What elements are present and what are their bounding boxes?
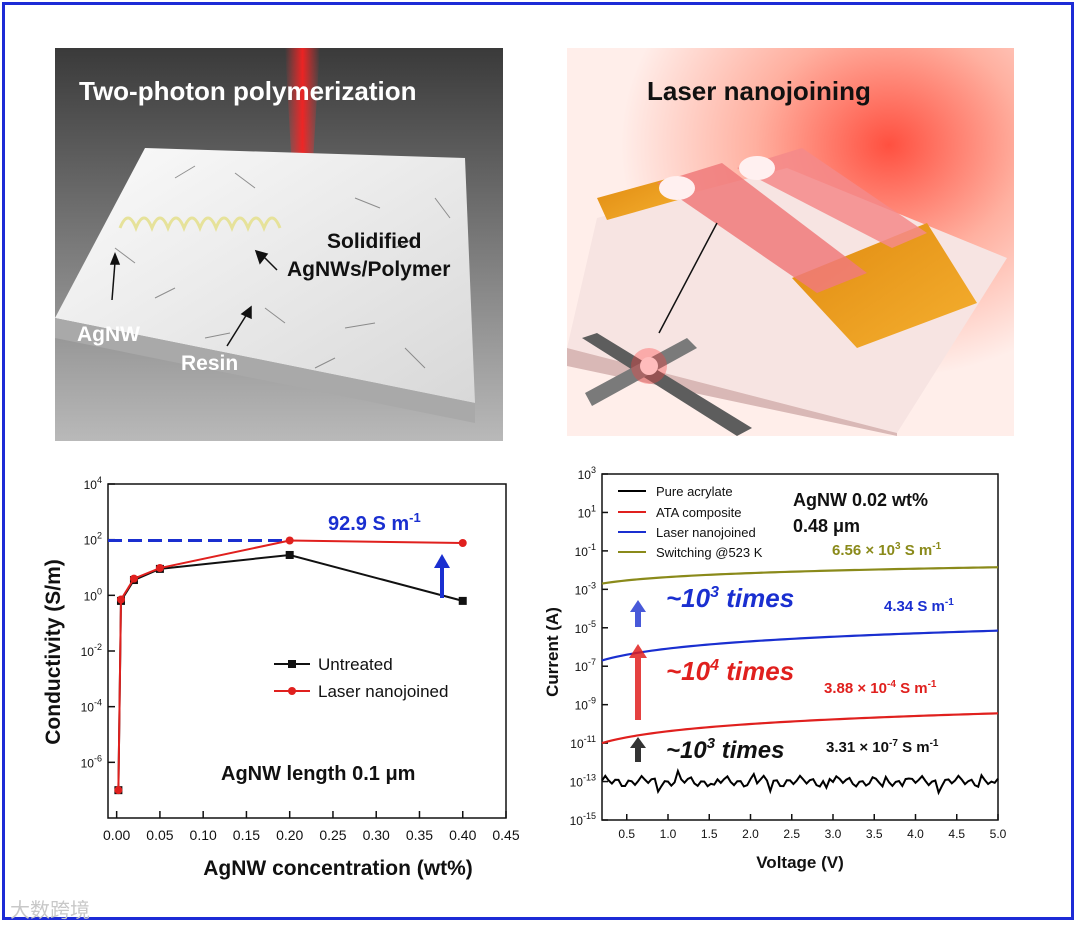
data-point: [458, 539, 467, 548]
x-tick-label: 1.0: [660, 827, 677, 841]
panel-laser-nanojoining: Laser nanojoining: [567, 48, 1014, 436]
length-annotation: AgNW length 0.1 μm: [221, 763, 415, 785]
legend-pure-acrylate: Pure acrylate: [656, 484, 733, 499]
series-line-1: [117, 539, 463, 791]
conductivity-switching: 6.56 × 103 S m-1: [832, 541, 942, 559]
y-axis-label: Conductivity (S/m): [42, 559, 65, 745]
x-tick-label: 1.5: [701, 827, 718, 841]
data-point: [285, 536, 294, 545]
x-tick-label: 3.0: [825, 827, 842, 841]
data-point: [155, 564, 164, 573]
label-agnws-polymer: AgNWs/Polymer: [287, 258, 450, 281]
conductivity-annotation: 92.9 S m-1: [328, 510, 421, 535]
x-tick-label: 2.5: [783, 827, 800, 841]
y-axis-label: Current (A): [543, 607, 562, 697]
legend: Pure acrylate ATA composite Laser nanojo…: [618, 484, 763, 560]
times-label-top: ~103 times: [666, 583, 794, 613]
y-tick-label: 100: [84, 586, 102, 603]
watermark: 大数跨境: [10, 898, 90, 922]
series-line-1: [601, 712, 999, 745]
label-solidified: Solidified: [327, 230, 422, 253]
legend-laser-nanojoined: Laser nanojoined: [318, 682, 448, 701]
y-tick-label: 101: [578, 503, 596, 520]
y-tick-label: 102: [84, 531, 102, 548]
panel-two-photon: Two-photon polymerization Solidified AgN…: [55, 48, 503, 441]
data-point: [116, 595, 125, 604]
data-point: [458, 596, 467, 605]
data-point: [114, 786, 123, 795]
x-tick-label: 3.5: [866, 827, 883, 841]
x-tick-label: 0.05: [146, 827, 173, 843]
x-tick-label: 5.0: [990, 827, 1007, 841]
times-label-bottom: ~103 times: [666, 735, 784, 764]
x-tick-label: 0.15: [233, 827, 260, 843]
y-tick-label: 10-11: [570, 734, 596, 751]
panel-a-title: Two-photon polymerization: [79, 76, 416, 106]
y-tick-label: 10-3: [575, 580, 596, 597]
x-axis-label: Voltage (V): [756, 853, 844, 872]
label-resin: Resin: [181, 352, 238, 375]
conductivity-pure: 3.31 × 10-7 S m-1: [826, 738, 939, 756]
y-tick-label: 10-15: [570, 811, 596, 828]
chart-conductivity: 104 102 100 10-2 10-4 10-6 0.00 0.05 0.10 0.15 0.…: [38, 462, 530, 892]
x-tick-label: 0.35: [406, 827, 433, 843]
x-tick-label: 0.20: [276, 827, 303, 843]
conductivity-ata: 3.88 × 10-4 S m-1: [824, 679, 937, 697]
series-line-pure-acrylate: [601, 767, 999, 796]
plot-frame: [601, 473, 999, 821]
y-tick-label: 104: [84, 475, 102, 492]
panel-b-title: Laser nanojoining: [647, 76, 871, 106]
y-tick-label: 10-5: [575, 619, 596, 636]
sample-annotation-2: 0.48 μm: [793, 516, 860, 536]
data-point: [129, 574, 138, 583]
legend-ata-composite: ATA composite: [656, 505, 742, 520]
y-tick-label: 10-1: [575, 542, 596, 559]
legend-laser-nanojoined: Laser nanojoined: [656, 525, 756, 540]
x-tick-label: 0.30: [363, 827, 390, 843]
x-tick-label: 0.45: [492, 827, 519, 843]
nanowire-junction: [582, 333, 752, 436]
y-tick-label: 103: [578, 465, 596, 482]
data-point: [285, 550, 294, 559]
series-line-2: [601, 629, 999, 662]
y-tick-label: 10-13: [570, 773, 596, 790]
helix-structure: [118, 216, 282, 233]
y-tick-label: 10-6: [81, 753, 102, 770]
x-tick-label: 4.5: [948, 827, 965, 841]
x-tick-label: 0.00: [103, 827, 130, 843]
series-line-3: [601, 566, 999, 585]
label-agnw: AgNW: [77, 323, 140, 346]
polymer-bars: [657, 148, 927, 293]
x-tick-label: 0.40: [449, 827, 476, 843]
x-tick-label: 0.10: [190, 827, 217, 843]
increase-arrows: [629, 600, 647, 762]
improvement-arrow: [434, 554, 450, 598]
y-tick-label: 10-2: [81, 642, 102, 659]
x-tick-label: 4.0: [907, 827, 924, 841]
legend-untreated: Untreated: [318, 655, 393, 674]
legend-switching: Switching @523 K: [656, 545, 763, 560]
series-line-0: [117, 553, 463, 791]
x-axis-label: AgNW concentration (wt%): [203, 857, 472, 880]
x-tick-label: 0.25: [319, 827, 346, 843]
conductivity-laser: 4.34 S m-1: [884, 597, 954, 615]
y-tick-label: 10-4: [81, 698, 102, 715]
times-label-mid: ~104 times: [666, 656, 794, 686]
x-tick-label: 0.5: [618, 827, 635, 841]
y-tick-label: 10-7: [575, 657, 596, 674]
x-tick-label: 2.0: [742, 827, 759, 841]
legend: Untreated Laser nanojoined: [274, 655, 448, 701]
chart-current-voltage: 103 101 10-1 10-3 10-5 10-7 10-9 10-11 10-13 10-1…: [540, 462, 1012, 892]
y-tick-label: 10-9: [575, 696, 596, 713]
sample-annotation-1: AgNW 0.02 wt%: [793, 490, 928, 510]
